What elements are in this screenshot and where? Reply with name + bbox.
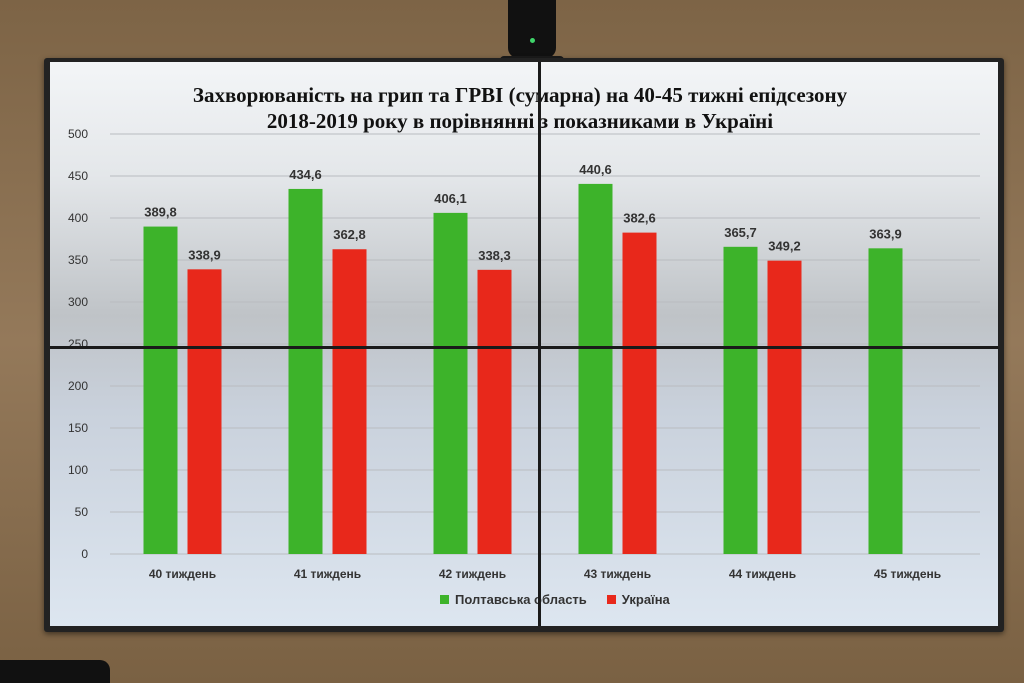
video-wall-screen: Захворюваність на грип та ГРВІ (сумарна)… xyxy=(44,58,1004,632)
legend-label-poltava: Полтавська область xyxy=(455,592,587,607)
y-tick-label: 400 xyxy=(68,211,88,225)
legend-label-ukraine: Україна xyxy=(621,592,670,607)
y-tick-label: 200 xyxy=(68,379,88,393)
camera-led-icon xyxy=(530,38,535,43)
y-tick-label: 350 xyxy=(68,253,88,267)
y-tick-label: 150 xyxy=(68,421,88,435)
x-tick-label: 43 тиждень xyxy=(584,567,651,581)
camera-body xyxy=(508,0,556,58)
bar-poltava xyxy=(433,212,468,554)
bar-ukraine xyxy=(332,249,367,555)
data-label: 338,9 xyxy=(188,247,221,262)
y-tick-label: 50 xyxy=(75,505,89,519)
bar-ukraine xyxy=(477,269,512,554)
data-label: 349,2 xyxy=(768,239,801,254)
bar-poltava xyxy=(723,246,758,554)
x-tick-label: 41 тиждень xyxy=(294,567,361,581)
chart-slide: Захворюваність на грип та ГРВІ (сумарна)… xyxy=(50,62,998,626)
bar-poltava xyxy=(868,248,903,554)
bar-poltava xyxy=(288,188,323,554)
bar-ukraine xyxy=(622,232,657,554)
x-tick-label: 45 тиждень xyxy=(874,567,941,581)
data-label: 338,3 xyxy=(478,248,511,263)
x-tick-label: 40 тиждень xyxy=(149,567,216,581)
data-label: 434,6 xyxy=(289,167,322,182)
y-tick-label: 450 xyxy=(68,169,88,183)
chart-title: Захворюваність на грип та ГРВІ (сумарна)… xyxy=(110,82,930,134)
bar-ukraine xyxy=(187,269,222,554)
legend-swatch-poltava xyxy=(440,595,449,604)
legend-swatch-ukraine xyxy=(606,595,616,604)
legend-item-poltava: Полтавська область xyxy=(440,592,587,607)
x-tick-label: 44 тиждень xyxy=(729,567,796,581)
legend-item-ukraine: Україна xyxy=(606,592,670,607)
data-label: 365,7 xyxy=(724,225,757,240)
y-tick-label: 100 xyxy=(68,463,88,477)
y-tick-label: 300 xyxy=(68,295,88,309)
data-label: 382,6 xyxy=(623,211,656,226)
x-tick-label: 42 тиждень xyxy=(439,567,506,581)
foreground-camera xyxy=(0,660,110,683)
data-label: 440,6 xyxy=(579,162,612,177)
screen-bezel-horizontal xyxy=(50,346,998,349)
data-label: 406,1 xyxy=(434,191,467,206)
bar-poltava xyxy=(578,183,613,554)
chart-title-line-2: 2018-2019 року в порівнянні з показникам… xyxy=(266,109,774,133)
chart-title-line-1: Захворюваність на грип та ГРВІ (сумарна)… xyxy=(192,83,848,107)
y-tick-label: 0 xyxy=(81,547,88,561)
bar-ukraine xyxy=(767,260,802,554)
chart-legend: Полтавська область Україна xyxy=(440,592,690,607)
y-tick-label: 500 xyxy=(68,127,88,141)
data-label: 363,9 xyxy=(869,226,902,241)
data-label: 389,8 xyxy=(144,205,177,220)
bar-poltava xyxy=(143,226,178,554)
data-label: 362,8 xyxy=(333,227,366,242)
screen-bezel-vertical xyxy=(538,62,541,626)
